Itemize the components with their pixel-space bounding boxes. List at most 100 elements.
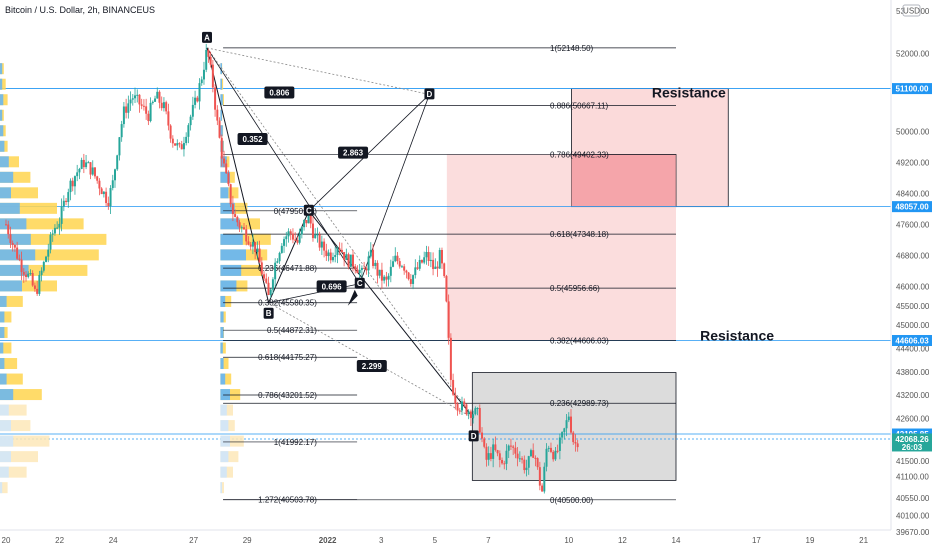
- candle-body: [432, 259, 435, 270]
- candle-body: [76, 172, 79, 177]
- vp-left-yellow-3: [0, 94, 8, 106]
- pattern-point-box-D-projected: [424, 88, 435, 100]
- candle-body: [474, 408, 477, 415]
- vp-mid-yellow-28: [220, 482, 224, 494]
- vp-mid-yellow-19: [220, 342, 226, 354]
- ratio-label-0: 0.806: [269, 88, 290, 97]
- candle-body: [13, 244, 16, 248]
- candle-body: [549, 447, 552, 452]
- vp-left-blue-8: [0, 171, 14, 183]
- vp-left-blue-14: [0, 264, 29, 276]
- vp-left-blue-18: [0, 326, 5, 338]
- vp-left-blue-9: [0, 187, 11, 199]
- candle-body: [225, 163, 228, 174]
- vp-left-yellow-15: [0, 280, 57, 292]
- candle-body: [507, 445, 510, 451]
- candle-body: [256, 248, 259, 253]
- candle-body: [105, 191, 108, 204]
- candle-body: [214, 87, 217, 110]
- candle-body: [67, 192, 70, 203]
- vp-left-blue-16: [0, 295, 7, 307]
- vp-mid-blue-26: [220, 451, 229, 463]
- vp-mid-blue-5: [220, 125, 223, 137]
- candle-body: [367, 256, 370, 271]
- candle-body: [165, 102, 168, 112]
- price-tick-label-6: 47600.00: [896, 220, 930, 229]
- candle-body: [380, 269, 383, 281]
- candle-body: [400, 266, 403, 268]
- fib-left-label-3: 0.5(44872.31): [267, 326, 317, 335]
- candle-body: [7, 224, 10, 235]
- zone-resistance-2: [446, 154, 676, 341]
- candle-body: [485, 446, 488, 460]
- candle-body: [561, 432, 564, 438]
- candle-body: [336, 248, 339, 256]
- candle-body: [249, 244, 252, 247]
- candle-body: [200, 79, 203, 84]
- ratio-box-1: [237, 133, 268, 146]
- candle-body: [434, 266, 437, 270]
- time-tick-label-5: 2022: [319, 536, 337, 545]
- candle-body: [33, 285, 36, 289]
- candle-body: [314, 234, 317, 239]
- candle-body: [129, 99, 132, 104]
- pattern-leg-BC: [268, 210, 310, 303]
- vp-left-blue-19: [0, 342, 4, 354]
- candle-body: [20, 259, 23, 272]
- candle-body: [296, 240, 299, 243]
- candle-body: [107, 203, 110, 207]
- candle-body: [372, 249, 375, 266]
- candle-body: [71, 180, 74, 187]
- candle-body: [305, 220, 308, 224]
- currency-badge[interactable]: [902, 4, 921, 17]
- candle-body: [463, 401, 466, 405]
- candle-body: [505, 450, 508, 464]
- candle-body: [445, 276, 448, 302]
- time-tick-label-1: 22: [55, 536, 64, 545]
- fib-left-label-7: 1.272(40503.78): [258, 496, 317, 505]
- candle-body: [122, 106, 125, 125]
- candle-body: [53, 227, 56, 234]
- candle-body: [556, 450, 559, 452]
- candle-body: [545, 448, 548, 467]
- candle-body: [323, 241, 326, 251]
- candle-body: [569, 416, 572, 433]
- candle-body: [49, 234, 52, 250]
- chart-title: Bitcoin / U.S. Dollar, 2h, BINANCEUS: [5, 5, 155, 15]
- candle-body: [416, 267, 419, 269]
- vp-left-blue-4: [0, 109, 3, 121]
- pattern-point-box-C-projected: [354, 277, 365, 289]
- candle-body: [576, 443, 579, 448]
- candle-body: [392, 261, 395, 267]
- candle-body: [127, 103, 130, 113]
- candle-body: [236, 216, 239, 223]
- candle-body: [189, 116, 192, 126]
- candle-body: [31, 273, 34, 286]
- candle-body: [102, 191, 105, 195]
- ratio-box-3: [316, 280, 347, 293]
- candle-body: [278, 252, 281, 262]
- candle-body: [509, 445, 512, 447]
- vp-mid-blue-12: [220, 233, 243, 245]
- candle-body: [352, 254, 355, 267]
- pattern-point-B: B: [266, 309, 272, 318]
- time-axis[interactable]: 20 22 24 27 29 2022 3 5 7 10 12 14 17 19 21: [2, 536, 869, 545]
- price-tick-label-9: 45500.00: [896, 302, 930, 311]
- vp-left-yellow-8: [0, 171, 31, 183]
- candle-body: [498, 453, 501, 460]
- candle-body: [541, 485, 544, 492]
- candle-body: [343, 252, 346, 260]
- vp-left-blue-22: [0, 389, 14, 401]
- vp-mid-blue-22: [220, 389, 230, 401]
- resistance-annotation-0: Resistance: [652, 84, 726, 100]
- price-tick-label-13: 43200.00: [896, 391, 930, 400]
- price-tag-2: [892, 335, 932, 347]
- candle-body: [518, 458, 521, 460]
- candle-body: [191, 104, 194, 117]
- candle-body: [467, 411, 470, 415]
- time-tick-label-11: 14: [672, 536, 681, 545]
- candle-body: [158, 91, 161, 103]
- candle-body: [91, 167, 94, 175]
- candle-body: [160, 102, 163, 109]
